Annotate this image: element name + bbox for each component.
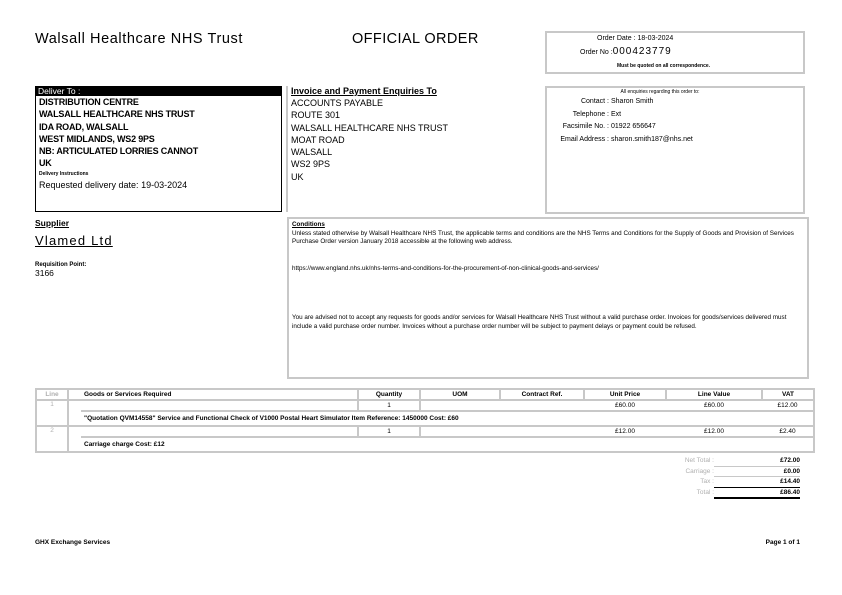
uom <box>420 425 500 437</box>
col-contract: Contract Ref. <box>499 388 585 401</box>
deliver-line: NB: ARTICULATED LORRIES CANNOT <box>39 146 198 157</box>
tax-label: Tax : <box>700 478 714 485</box>
col-line: Line <box>35 388 69 401</box>
spacer-cell <box>67 425 81 453</box>
order-info-box: Order Date : 18-03-2024 Order No :000423… <box>545 31 805 74</box>
total-label: Total : <box>696 488 714 496</box>
table-row-description: Carriage charge Cost: £12 <box>36 436 815 453</box>
invoice-box: Invoice and Payment Enquiries To ACCOUNT… <box>286 86 547 212</box>
delivery-instructions-label: Delivery Instructions <box>39 170 89 177</box>
vat: £2.40 <box>762 425 815 437</box>
delivery-instructions: Requested delivery date: 19-03-2024 <box>39 179 188 190</box>
unit-price: £12.00 <box>584 425 666 437</box>
email-value[interactable]: sharon.smith187@nhs.net <box>611 135 693 143</box>
unit-price: £60.00 <box>584 399 666 411</box>
requisition-value: 3166 <box>35 268 54 278</box>
org-name: Walsall Healthcare NHS Trust <box>35 31 244 47</box>
line-number: 2 <box>35 425 69 453</box>
tax-total: £14.40 <box>714 477 800 488</box>
col-uom: UOM <box>419 388 501 401</box>
carriage-label: Carriage : <box>685 467 714 475</box>
order-no: 000423779 <box>612 46 672 57</box>
conditions-url[interactable]: https://www.england.nhs.uk/nhs-terms-and… <box>292 264 599 272</box>
invoice-line: ACCOUNTS PAYABLE <box>291 98 384 108</box>
email-label: Email Address : <box>560 135 609 143</box>
page-number: Page 1 of 1 <box>765 539 800 546</box>
item-description: "Quotation QVM14558" Service and Functio… <box>81 410 815 427</box>
line-value: £60.00 <box>666 399 762 411</box>
conditions-advice: You are advised not to accept any reques… <box>292 314 787 330</box>
invoice-line: WALSALL HEALTHCARE NHS TRUST <box>291 122 449 133</box>
line-number: 1 <box>35 399 69 427</box>
table-row-description: "Quotation QVM14558" Service and Functio… <box>36 410 815 427</box>
enquiries-box: All enquiries regarding this order to: C… <box>545 86 805 214</box>
telephone-value: Ext <box>611 110 622 118</box>
requisition-label: Requisition Point: <box>35 262 87 268</box>
contract-ref <box>500 399 584 411</box>
fax-label: Facsimile No. : <box>562 123 609 130</box>
order-note: Must be quoted on all correspondence. <box>617 63 711 69</box>
quantity: 1 <box>357 399 421 412</box>
col-goods: Goods or Services Required <box>81 388 359 401</box>
telephone-label: Telephone : <box>572 110 609 118</box>
table-row: 2 1 £12.00 £12.00 £2.40 <box>35 425 815 453</box>
supplier-heading: Supplier <box>35 218 70 228</box>
line-value: £12.00 <box>666 425 762 437</box>
col-quantity: Quantity <box>357 388 421 401</box>
deliver-line: DISTRIBUTION CENTRE <box>39 97 139 107</box>
vat: £12.00 <box>762 399 815 411</box>
conditions-text: Unless stated otherwise by Walsall Healt… <box>292 229 794 246</box>
item-description: Carriage charge Cost: £12 <box>81 436 815 453</box>
deliver-line: WEST MIDLANDS, WS2 9PS <box>39 133 155 144</box>
grand-total: £86.40 <box>714 488 800 499</box>
table-header-row: Line Goods or Services Required Quantity… <box>35 388 815 401</box>
supplier-name: Vlamed Ltd <box>35 233 113 248</box>
order-no-label: Order No : <box>580 49 613 56</box>
order-lines-table: Line Goods or Services Required Quantity… <box>35 388 815 453</box>
conditions-box: Conditions Unless stated otherwise by Wa… <box>287 217 809 379</box>
uom <box>420 399 500 411</box>
contact-value: Sharon Smith <box>611 98 654 105</box>
table-row: 1 1 £60.00 £60.00 £12.00 <box>35 399 815 427</box>
net-total: £72.00 <box>714 456 800 467</box>
order-date: 18-03-2024 <box>637 35 674 42</box>
totals: Net Total : £72.00 Carriage : £0.00 Tax : £… <box>640 456 802 499</box>
col-vat: VAT <box>761 388 815 401</box>
contact-label: Contact : <box>580 98 609 105</box>
invoice-line: WS2 9PS <box>291 159 331 170</box>
document-title: OFFICIAL ORDER <box>352 31 479 47</box>
blank-cell <box>81 399 358 411</box>
deliver-to-box: Deliver To : DISTRIBUTION CENTRE WALSALL… <box>35 86 282 212</box>
deliver-to-heading: Deliver To : <box>36 87 281 96</box>
enquiries-heading: All enquiries regarding this order to: <box>620 89 700 95</box>
invoice-line: ROUTE 301 <box>291 110 341 121</box>
invoice-line: WALSALL <box>291 147 333 158</box>
quantity: 1 <box>357 425 421 438</box>
deliver-line: WALSALL HEALTHCARE NHS TRUST <box>39 109 195 120</box>
invoice-heading: Invoice and Payment Enquiries To <box>291 86 437 96</box>
contract-ref <box>500 425 584 437</box>
carriage-total: £0.00 <box>714 467 800 477</box>
footer-provider: GHX Exchange Services <box>35 539 111 546</box>
conditions-heading: Conditions <box>292 221 325 228</box>
invoice-line: MOAT ROAD <box>291 134 345 145</box>
deliver-line: IDA ROAD, WALSALL <box>39 121 129 132</box>
col-unit-price: Unit Price <box>583 388 667 401</box>
order-date-label: Order Date : <box>597 35 636 42</box>
fax-value: 01922 656647 <box>611 123 656 130</box>
col-line-value: Line Value <box>665 388 763 401</box>
col-spacer <box>67 388 81 401</box>
spacer-cell <box>67 399 81 427</box>
deliver-line: UK <box>39 158 52 169</box>
net-total-label: Net Total : <box>684 457 714 464</box>
blank-cell <box>81 425 358 437</box>
invoice-line: UK <box>291 171 304 182</box>
